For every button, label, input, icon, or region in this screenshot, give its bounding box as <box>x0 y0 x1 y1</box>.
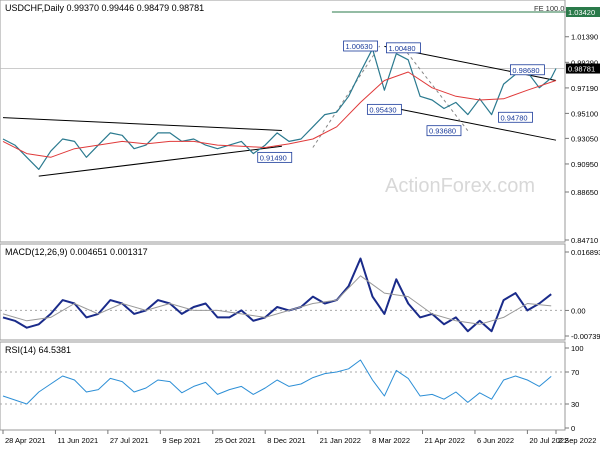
y-tick-label: 100 <box>571 344 584 353</box>
fe-label: FE 100.0 <box>534 4 564 13</box>
price-label: 1.00630 <box>346 42 373 51</box>
y-tick-label: 0.84710 <box>571 236 598 245</box>
x-tick-label: 2 Sep 2022 <box>558 436 596 445</box>
y-tick-label: 0.99290 <box>571 58 598 67</box>
x-tick-label: 27 Jul 2021 <box>110 436 149 445</box>
macd-panel: MACD(12,26,9) 0.004651 0.001317 <box>0 243 566 341</box>
price-label-box <box>426 125 462 137</box>
price-label-box <box>257 151 293 163</box>
watermark: ActionForex.com <box>385 175 535 197</box>
price-label-box <box>498 111 533 123</box>
rsi-grid <box>0 371 565 405</box>
trendline <box>312 45 381 148</box>
y-axes: 1.03420 1.01390 0.99290 0.97190 0.95100 0.930… <box>565 7 600 433</box>
fe-price-label: 1.03420 <box>568 8 595 17</box>
price-label: 0.94780 <box>500 113 527 122</box>
current-price-box <box>566 63 600 74</box>
macd-title: MACD(12,26,9) 0.004651 0.001317 <box>5 247 148 257</box>
current-price-label: 0.98781 <box>568 65 595 74</box>
x-tick-label: 21 Apr 2022 <box>425 436 465 445</box>
y-tick-label: 0 <box>571 424 575 433</box>
y-tick-label: 0.00 <box>571 306 586 315</box>
price-grid: FE 100.0 <box>0 4 565 69</box>
series-line <box>2 275 552 325</box>
x-tick-label: 8 Mar 2022 <box>372 436 410 445</box>
price-lines: 1.00630 1.00480 0.95430 0.98680 0.94780 0.936… <box>2 40 557 177</box>
trendline <box>396 108 557 141</box>
price-label: 0.98680 <box>512 66 539 75</box>
fe-price-box <box>566 7 600 17</box>
x-axis: 28 Apr 2021 11 Jun 2021 27 Jul 2021 9 Sep 2… <box>2 430 596 445</box>
y-tick-label: 0.90950 <box>571 160 598 169</box>
price-label: 0.93680 <box>429 127 456 136</box>
x-tick-label: 6 Jun 2022 <box>477 436 514 445</box>
x-tick-label: 25 Oct 2021 <box>215 436 256 445</box>
x-tick-label: 20 Jul 2022 <box>529 436 568 445</box>
y-tick-label: 0.97190 <box>571 84 598 93</box>
series-line <box>2 257 552 333</box>
price-label-box <box>343 40 378 52</box>
price-label-box <box>509 64 545 76</box>
y-tick-label: 30 <box>571 400 579 409</box>
y-tick-label: -0.007393 <box>571 332 600 341</box>
y-tick-label: 70 <box>571 368 579 377</box>
x-tick-label: 21 Jan 2022 <box>320 436 361 445</box>
price-label: 0.95430 <box>369 105 396 114</box>
y-tick-label: 0.95100 <box>571 109 598 118</box>
price-title: USDCHF,Daily 0.99370 0.99446 0.98479 0.9… <box>5 3 204 13</box>
x-tick-label: 8 Dec 2021 <box>267 436 305 445</box>
rsi-title: RSI(14) 64.5381 <box>5 345 71 355</box>
x-tick-label: 28 Apr 2021 <box>5 436 45 445</box>
y-tick-label: 0.88650 <box>571 188 598 197</box>
y-tick-label: 0.016893 <box>571 248 600 257</box>
macd-lines <box>2 257 552 333</box>
price-panel-frame <box>0 0 566 243</box>
y-tick-label: 1.01390 <box>571 33 598 42</box>
series-line <box>2 71 557 158</box>
rsi-panel: RSI(14) 64.5381 <box>0 341 566 431</box>
trendline <box>38 145 282 177</box>
macd-panel-frame <box>0 243 566 341</box>
price-label-box <box>386 42 421 54</box>
x-tick-label: 11 Jun 2021 <box>57 436 98 445</box>
series-line <box>2 48 557 170</box>
price-label: 0.91490 <box>260 153 287 162</box>
price-panel: FE 100.0 1.00630 1.00480 0.95430 0.98680 0.9… <box>0 0 566 243</box>
trendline <box>2 117 282 131</box>
rsi-lines <box>2 359 552 405</box>
rsi-panel-frame <box>0 341 566 431</box>
series-line <box>2 359 552 405</box>
price-label-box <box>366 103 402 115</box>
price-label: 1.00480 <box>388 44 415 53</box>
x-tick-label: 9 Sep 2021 <box>162 436 200 445</box>
y-tick-label: 0.93050 <box>571 134 598 143</box>
